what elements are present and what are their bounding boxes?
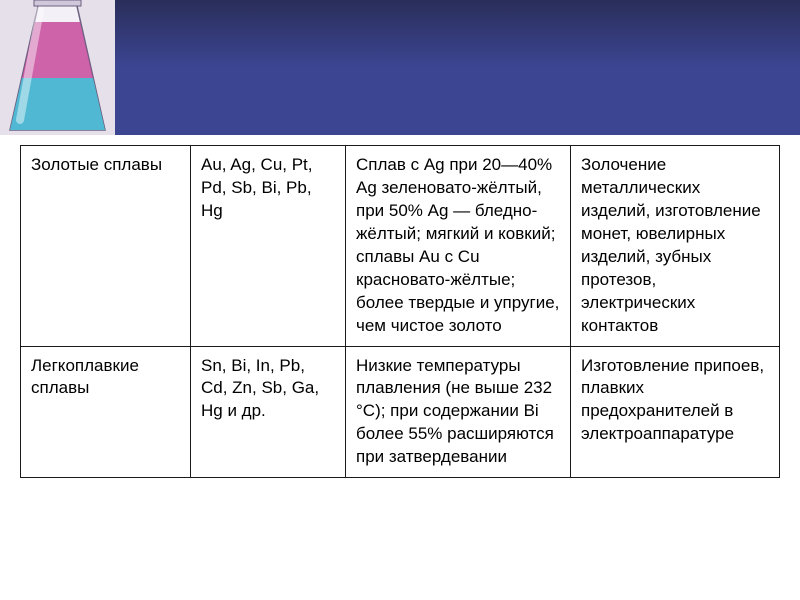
- cell-name: Золотые сплавы: [21, 146, 191, 347]
- table-row: Легкоплавкие сплавы Sn, Bi, In, Pb, Cd, …: [21, 346, 780, 478]
- cell-properties: Сплав с Ag при 20—40% Ag зеленовато-жёлт…: [346, 146, 571, 347]
- cell-properties: Низкие температуры плавления (не выше 23…: [346, 346, 571, 478]
- slide-content: Золотые сплавы Au, Ag, Cu, Pt, Pd, Sb, B…: [0, 135, 800, 478]
- cell-name: Легкоплавкие сплавы: [21, 346, 191, 478]
- cell-usage: Изготовление припоев, плавких предохрани…: [571, 346, 780, 478]
- flask-image: [0, 0, 115, 135]
- slide-header: [0, 0, 800, 135]
- table-row: Золотые сплавы Au, Ag, Cu, Pt, Pd, Sb, B…: [21, 146, 780, 347]
- cell-usage: Золочение металлических изделий, изготов…: [571, 146, 780, 347]
- cell-composition: Au, Ag, Cu, Pt, Pd, Sb, Bi, Pb, Hg: [191, 146, 346, 347]
- flask-icon: [0, 0, 115, 135]
- alloys-table: Золотые сплавы Au, Ag, Cu, Pt, Pd, Sb, B…: [20, 145, 780, 478]
- cell-composition: Sn, Bi, In, Pb, Cd, Zn, Sb, Ga, Hg и др.: [191, 346, 346, 478]
